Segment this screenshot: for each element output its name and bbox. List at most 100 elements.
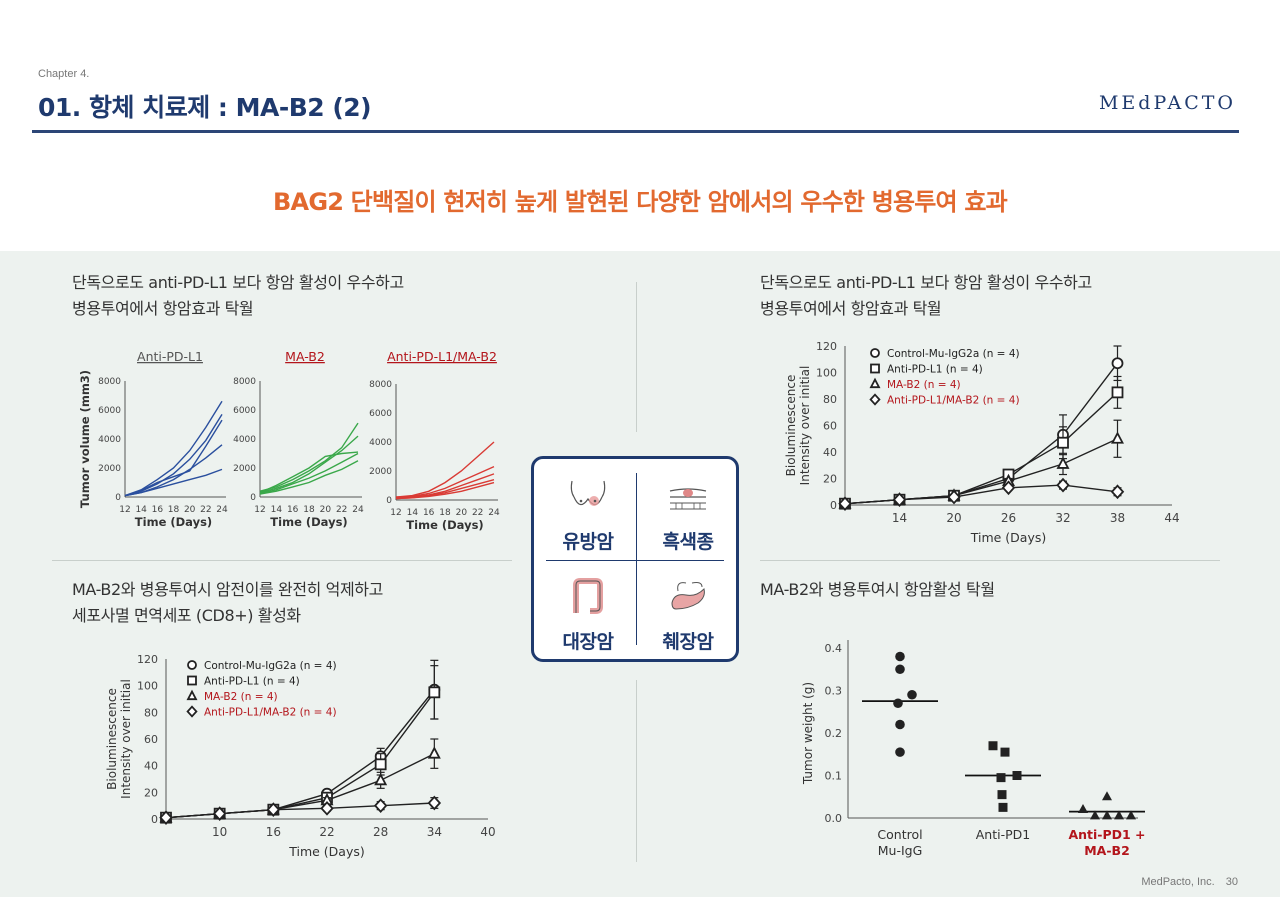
y-tick-label: 0.1 [825, 770, 843, 783]
cancer-colon: 대장암 [538, 577, 638, 654]
y-tick-label: 60 [823, 420, 837, 433]
y-tick-label: 120 [816, 340, 837, 353]
series-line [259, 451, 359, 494]
data-point [893, 698, 903, 709]
x-tick-label: 18 [303, 505, 315, 515]
x-tick-label: 22 [200, 505, 211, 515]
data-point [870, 363, 880, 374]
chapter-label: Chapter 4. [38, 68, 90, 80]
category-label: Anti-PD1 [976, 827, 1030, 842]
data-point [1000, 747, 1010, 757]
cancer-pancreatic: 췌장암 [638, 577, 738, 654]
chart-title: MA-B2 [285, 349, 325, 364]
desc-line: MA-B2와 병용투여시 항암활성 탁월 [760, 580, 995, 599]
series-line [165, 802, 435, 819]
y-tick-label: 0 [386, 496, 392, 506]
y-tick-label: 0 [830, 499, 837, 512]
series-line [165, 753, 435, 819]
legend-label: MA-B2 (n = 4) [204, 691, 278, 703]
y-tick-label: 6000 [233, 406, 256, 416]
legend-label: Anti-PD-L1 (n = 4) [887, 364, 983, 376]
series-line [844, 438, 1118, 505]
desc-line: 병용투여에서 항암효과 탁월 [760, 299, 942, 318]
cancer-label: 췌장암 [662, 631, 714, 653]
y-tick-label: 6000 [98, 406, 121, 416]
data-point [427, 746, 441, 759]
cancer-label: 유방암 [562, 531, 614, 553]
x-tick-label: 16 [287, 505, 299, 515]
y-tick-label: 8000 [369, 380, 392, 390]
desc-line: 단독으로도 anti-PD-L1 보다 항암 활성이 우수하고 [760, 273, 1092, 292]
data-point [895, 747, 905, 757]
footer-company: MedPacto, Inc. [1141, 876, 1215, 888]
y-tick-label: 4000 [98, 435, 121, 445]
series-line [395, 481, 495, 500]
title-divider [32, 130, 1239, 133]
x-tick-label: 20 [184, 505, 196, 515]
bottom-right-description: MA-B2와 병용투여시 항암활성 탁월 [760, 577, 995, 603]
desc-line: MA-B2와 병용투여시 암전이를 완전히 억제하고 [72, 580, 383, 599]
x-tick-label: 10 [212, 825, 227, 839]
desc-line: 병용투여에서 항암효과 탁월 [72, 299, 254, 318]
data-point [996, 773, 1006, 783]
x-tick-label: 12 [390, 508, 401, 518]
data-point [187, 675, 197, 686]
top-left-description: 단독으로도 anti-PD-L1 보다 항암 활성이 우수하고 병용투여에서 항… [72, 270, 404, 322]
y-tick-label: 0.2 [825, 727, 843, 740]
x-tick-label: 34 [427, 825, 442, 839]
series-line [259, 435, 359, 494]
data-point [947, 489, 961, 505]
data-point [1111, 357, 1124, 370]
y-tick-label: 6000 [369, 409, 392, 419]
data-point [374, 758, 387, 771]
y-tick-label: 0.0 [825, 812, 843, 825]
data-point [1102, 791, 1112, 801]
legend-label: Anti-PD-L1/MA-B2 (n = 4) [204, 707, 337, 719]
y-tick-label: 8000 [98, 377, 121, 387]
data-point [895, 719, 905, 730]
x-tick-label: 24 [352, 505, 364, 515]
x-tick-label: 38 [1110, 511, 1125, 525]
y-tick-label: 0 [151, 813, 158, 826]
data-point [1111, 386, 1124, 399]
skin-icon [669, 488, 707, 510]
data-point [428, 686, 441, 699]
colon-icon [573, 578, 603, 614]
box-divider-vertical [636, 473, 637, 645]
series-line [844, 362, 1119, 505]
x-axis-label: Time (Days) [406, 518, 483, 532]
y-tick-label: 100 [137, 680, 158, 693]
x-tick-label: 14 [135, 505, 147, 515]
series-line [124, 444, 223, 497]
pancreas-icon [671, 582, 705, 610]
y-tick-label: 100 [816, 367, 837, 380]
footer-page-number: 30 [1225, 876, 1238, 888]
y-axis-label: Intensity over initial [798, 366, 812, 486]
y-tick-label: 80 [144, 706, 158, 719]
data-point [212, 806, 227, 821]
legend-label: Control-Mu-IgG2a (n = 4) [887, 348, 1020, 360]
data-point [427, 795, 442, 811]
data-point [266, 802, 281, 817]
series-line [259, 452, 359, 495]
cancer-types-box: 유방암 흑색종 대장암 췌장암 [531, 456, 739, 662]
cancer-label: 대장암 [562, 631, 614, 653]
data-point [1111, 431, 1124, 444]
data-point [1102, 810, 1112, 820]
category-label: Mu-IgG [878, 843, 923, 858]
data-point [159, 810, 173, 825]
x-tick-label: 14 [892, 511, 907, 525]
x-tick-label: 40 [480, 825, 495, 839]
data-point [187, 660, 197, 670]
y-tick-label: 0 [250, 493, 256, 503]
series-line [259, 460, 359, 495]
x-tick-label: 18 [168, 505, 180, 515]
legend-label: Anti-PD-L1/MA-B2 (n = 4) [887, 395, 1020, 407]
series-line [259, 422, 359, 492]
data-point [892, 492, 907, 508]
company-logo: MEdPACTO [1098, 92, 1236, 114]
legend-label: Control-Mu-IgG2a (n = 4) [204, 660, 337, 672]
y-tick-label: 20 [823, 473, 837, 486]
x-axis-label: Time (Days) [288, 844, 365, 859]
